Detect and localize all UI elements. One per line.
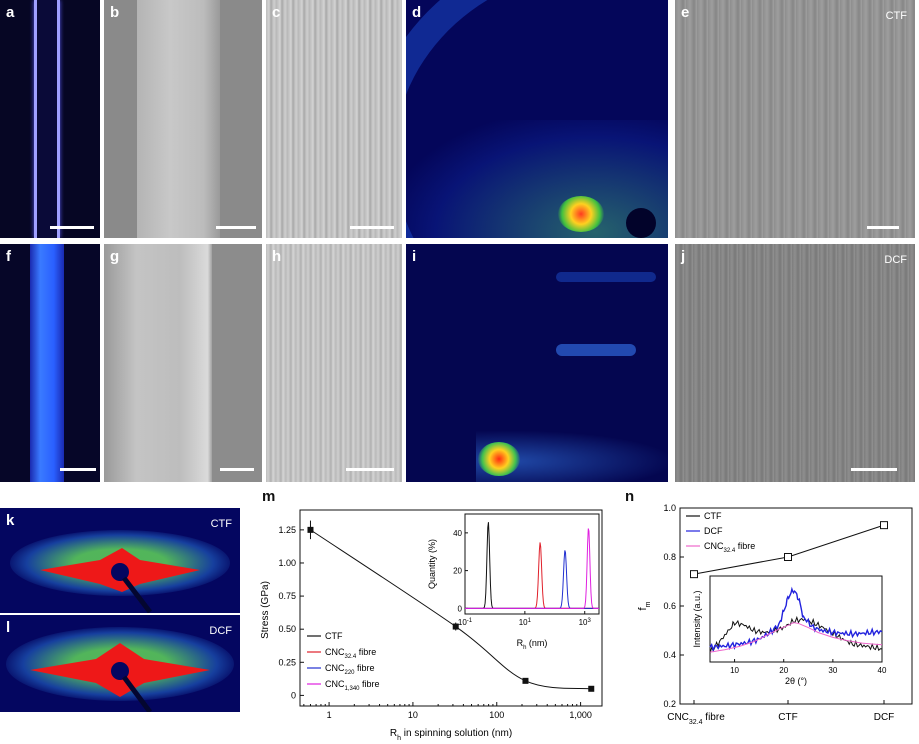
chart-n-ylabel: fm <box>637 601 652 610</box>
panel-label-b: b <box>110 4 120 21</box>
mi-xtick-label: 101 <box>519 618 532 627</box>
n-data-point <box>690 570 698 579</box>
panel-k-image: k CTF <box>0 508 240 613</box>
m-ytick-label: 0.50 <box>278 624 296 634</box>
legend-cnc220: CNC220 fibre <box>325 663 375 676</box>
mi-ytick-label: 20 <box>453 567 462 576</box>
m-ytick-label: 0 <box>291 690 296 700</box>
panel-label-e: e <box>681 4 690 21</box>
m-xtick-label: 10 <box>408 710 418 720</box>
ctf-tag-e: CTF <box>885 10 907 22</box>
scale-bar-j <box>851 468 897 471</box>
mi-ytick-label: 0 <box>458 604 463 613</box>
panel-label-d: d <box>412 4 422 21</box>
dcf-tag-l: DCF <box>209 625 232 637</box>
n-xtick-label: CNC32.4 fibre <box>667 712 725 726</box>
m-data-point <box>522 677 529 684</box>
dcf-tag-j: DCF <box>884 254 907 266</box>
inset-n-ylabel: Intensity (a.u.) <box>692 590 702 647</box>
panel-c-image: c <box>266 0 402 238</box>
scale-bar-g <box>220 468 254 471</box>
panel-label-l: l <box>6 619 11 636</box>
ni-xtick-label: 30 <box>828 666 837 675</box>
panel-label-n: n <box>625 488 635 505</box>
panel-label-c: c <box>272 4 281 21</box>
panel-h-image: h <box>266 244 402 482</box>
legend-ctf: CTF <box>325 631 343 641</box>
n-ytick-label: 0.6 <box>663 601 676 611</box>
n-ytick-label: 0.8 <box>663 552 676 562</box>
mi-ytick-label: 40 <box>453 529 462 538</box>
panel-label-k: k <box>6 512 15 529</box>
n-legend-ctf: CTF <box>704 511 722 521</box>
m-ytick-label: 0.25 <box>278 657 296 667</box>
ctf-tag-k: CTF <box>210 518 232 530</box>
panel-label-j: j <box>681 248 686 265</box>
panel-b-image: b <box>104 0 262 238</box>
panel-i-image: i <box>406 244 668 482</box>
n-ytick-label: 1.0 <box>663 503 676 513</box>
inset-m-ylabel: Quantity (%) <box>427 539 437 589</box>
scale-bar-e <box>867 226 899 229</box>
panel-label-g: g <box>110 248 120 265</box>
chart-m-ylabel: Stress (GPa) <box>260 581 271 639</box>
mi-xtick-label: 10-1 <box>458 618 473 627</box>
chart-n-legend: CTF DCF CNC32.4 fibre <box>686 511 755 554</box>
legend-cnc1340: CNC1,340 fibre <box>325 679 380 692</box>
ni-xrd-curve <box>709 622 883 653</box>
n-ytick-label: 0.2 <box>663 699 676 709</box>
ni-xtick-label: 10 <box>730 666 739 675</box>
panel-g-image: g <box>104 244 262 482</box>
m-ytick-label: 1.25 <box>278 525 296 535</box>
mi-distribution-curve <box>465 528 599 609</box>
panel-a-image: a <box>0 0 100 238</box>
inset-n-xlabel: 2θ (°) <box>785 676 807 686</box>
inset-m-xlabel: Rh (nm) <box>517 638 548 651</box>
scale-bar-c <box>350 226 394 229</box>
panel-label-h: h <box>272 248 282 265</box>
n-ytick-label: 0.4 <box>663 650 676 660</box>
panel-e-image: e CTF <box>675 0 915 238</box>
m-xtick-label: 100 <box>489 710 504 720</box>
panel-d-image: d <box>406 0 668 238</box>
panel-f-image: f <box>0 244 100 482</box>
m-xtick-label: 1,000 <box>569 710 592 720</box>
m-ytick-label: 0.75 <box>278 591 296 601</box>
chart-n-inset: 10 20 30 40 Intensity (a.u.) 2θ (°) <box>692 575 887 686</box>
mi-xtick-label: 103 <box>579 618 592 627</box>
m-ytick-label: 1.00 <box>278 558 296 568</box>
m-data-point <box>588 685 595 692</box>
panel-l-image: l DCF <box>0 615 240 712</box>
n-xtick-label: CTF <box>778 712 797 723</box>
ni-xtick-label: 20 <box>779 666 788 675</box>
panel-label-f: f <box>6 248 11 265</box>
scale-bar-a <box>50 226 94 229</box>
chart-m-inset: 0 20 40 10-1 101 103 Quantity (%) Rh (nm) <box>427 513 600 651</box>
ni-xrd-curve <box>709 586 883 653</box>
scale-bar-h <box>346 468 394 471</box>
panel-label-a: a <box>6 4 15 21</box>
chart-m-trend-line <box>310 529 592 690</box>
n-legend-cnc32: CNC32.4 fibre <box>704 541 755 554</box>
diffraction-pattern-l <box>30 643 210 712</box>
n-legend-dcf: DCF <box>704 526 723 536</box>
ni-xtick-label: 40 <box>878 666 887 675</box>
diffraction-pattern-k <box>40 548 200 613</box>
m-data-point <box>307 526 314 533</box>
panel-j-image: j DCF <box>675 244 915 482</box>
legend-cnc32: CNC32.4 fibre <box>325 647 376 660</box>
scale-bar-f <box>60 468 96 471</box>
m-data-point <box>452 623 459 630</box>
chart-m-xlabel: Rh in spinning solution (nm) <box>390 728 512 742</box>
n-data-point <box>880 521 888 530</box>
n-data-point <box>784 553 792 561</box>
chart-m: 0 0.25 0.50 0.75 1.00 1.25 1 10 100 1,000 Stress… <box>260 509 603 742</box>
chart-m-legend: CTF CNC32.4 fibre CNC220 fibre CNC1,340 … <box>307 631 380 692</box>
chart-n: 0.2 0.4 0.6 0.8 1.0 CNC32.4 fibre CTF DCF fm C… <box>637 503 913 726</box>
panel-label-i: i <box>412 248 417 265</box>
panel-label-m: m <box>262 488 276 505</box>
m-xtick-label: 1 <box>327 710 332 720</box>
scale-bar-b <box>216 226 256 229</box>
n-xtick-label: DCF <box>874 712 895 723</box>
